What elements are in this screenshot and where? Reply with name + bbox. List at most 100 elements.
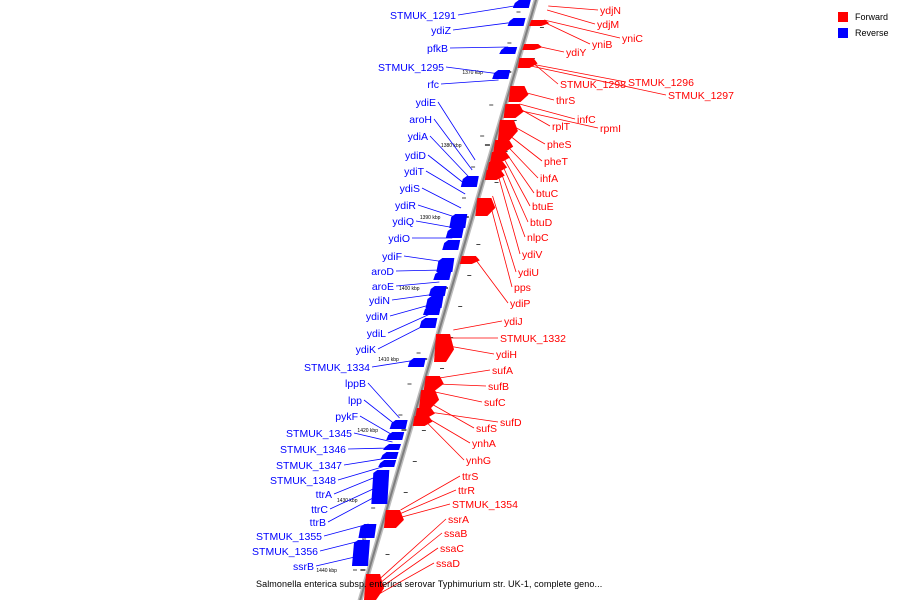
reverse-gene-leader [417,204,459,219]
reverse-gene-block [507,18,526,26]
forward-gene-block [503,104,524,118]
forward-gene-label: ttrS [462,471,478,483]
reverse-gene-label: STMUK_1334 [304,362,370,374]
forward-gene-leader [519,103,576,120]
reverse-gene-label: STMUK_1345 [286,428,352,440]
reverse-gene-leader [427,154,468,187]
forward-gene-label: ydjN [600,5,621,17]
forward-gene-label: ihfA [540,173,558,185]
reverse-gene-label: ydiK [356,344,376,356]
reverse-gene-leader [353,432,393,443]
forward-gene-label: sufD [500,417,522,429]
forward-gene-label: ydiH [496,349,517,361]
forward-gene-block [493,140,514,152]
forward-gene-leader [489,203,513,288]
forward-gene-label: ssrA [448,514,469,526]
forward-gene-leader [492,195,517,273]
forward-gene-label: STMUK_1354 [452,499,518,511]
forward-gene-label: ssaB [444,528,467,540]
reverse-gene-leader [323,523,369,537]
forward-gene-leader [499,169,526,238]
reverse-gene-label: lppB [345,378,366,390]
reverse-gene-block [351,540,370,566]
reverse-gene-label: STMUK_1291 [390,10,456,22]
reverse-gene-leader [329,485,380,510]
reverse-gene-leader [415,220,456,229]
forward-gene-label: rplT [552,121,571,133]
forward-gene-label: STMUK_1297 [668,90,734,102]
forward-gene-block [383,510,404,528]
forward-gene-leader [531,61,559,85]
forward-gene-leader [543,21,591,45]
map-caption: Salmonella enterica subsp. enterica sero… [256,579,603,589]
scale-label: 1410 kbp [378,357,399,363]
reverse-gene-leader [452,21,516,31]
reverse-gene-leader [377,323,428,350]
reverse-gene-label: lpp [348,395,362,407]
forward-gene-leader [426,421,465,461]
legend-forward-swatch [838,12,848,22]
scale-label: 1420 kbp [357,428,378,434]
forward-gene-label: sufB [488,381,509,393]
forward-gene-leader [522,91,555,101]
reverse-gene-label: ydiE [416,97,436,109]
reverse-gene-leader [395,269,443,272]
forward-gene-label: pps [514,282,531,294]
reverse-gene-leader [343,457,388,466]
reverse-gene-label: STMUK_1295 [378,62,444,74]
forward-gene-leader [505,151,535,194]
scale-label: 1370 kbp [462,70,483,76]
reverse-gene-block [371,470,390,504]
forward-gene-block [414,408,435,418]
reverse-gene-label: STMUK_1346 [280,444,346,456]
legend-forward: Forward [838,9,889,25]
reverse-gene-leader [337,465,386,481]
forward-gene-block [517,58,538,68]
reverse-gene-label: ssrB [293,561,314,573]
reverse-gene-leader [421,187,462,209]
reverse-gene-leader [347,447,391,450]
forward-gene-leader [448,345,495,355]
forward-gene-leader [376,547,439,591]
reverse-gene-label: ydiQ [392,216,414,228]
forward-gene-leader [544,19,621,39]
reverse-gene-leader [425,170,466,195]
forward-gene-block [419,390,440,408]
scale-label: 1380 kbp [441,143,462,149]
forward-gene-block [434,334,455,362]
forward-gene-block [529,20,550,26]
forward-gene-label: rpmI [600,123,621,135]
reverse-gene-label: aroE [372,281,394,293]
reverse-gene-block [380,452,399,459]
forward-gene-leader [517,109,599,129]
reverse-gene-label: ydiA [408,131,428,143]
reverse-gene-label: ttrB [310,517,326,529]
reverse-gene-label: ydiO [388,233,410,245]
forward-gene-leader [380,518,447,579]
forward-gene-leader [435,391,483,403]
legend-reverse: Reverse [838,25,889,41]
legend-forward-label: Forward [855,12,889,22]
forward-gene-leader [437,383,487,387]
reverse-gene-block [499,47,518,54]
backbone-line [357,0,538,605]
forward-gene-block [508,86,529,102]
reverse-gene-block [407,358,426,367]
reverse-gene-block [442,240,461,250]
reverse-gene-leader [391,293,436,301]
reverse-gene-label: STMUK_1348 [270,475,336,487]
forward-gene-leader [530,65,667,96]
reverse-gene-leader [387,313,431,334]
forward-gene-leader [512,125,546,145]
reverse-gene-leader [449,46,509,49]
reverse-gene-label: ydiS [400,183,420,195]
reverse-gene-label: ydiT [404,166,424,178]
reverse-gene-leader [429,135,471,179]
forward-gene-leader [431,403,475,429]
forward-gene-block [522,44,543,50]
legend-reverse-swatch [838,28,848,38]
reverse-gene-block [428,286,447,296]
reverse-gene-block [445,228,464,238]
reverse-gene-leader [371,359,417,368]
